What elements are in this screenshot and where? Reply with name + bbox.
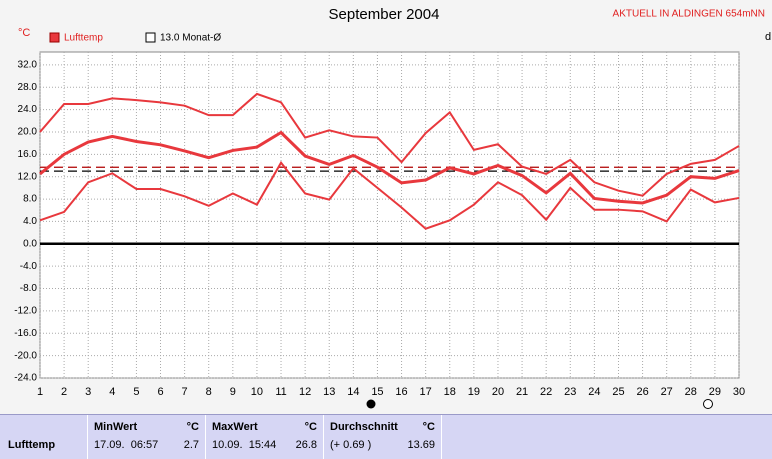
y-tick-label: 20.0 [18,127,38,138]
x-tick-label: 28 [685,386,697,398]
y-tick-label: 16.0 [18,149,38,160]
stat-value: 2.7 [183,439,199,451]
table-cell: Lufttemp [0,415,86,459]
temp-line [39,92,740,197]
x-tick-label: 9 [230,386,236,398]
full-moon-icon [703,399,713,409]
table-cell: MaxWert °C 10.09. 15:44 26.8 [205,415,323,459]
x-tick-label: 26 [636,386,648,398]
x-tick-label: 17 [420,386,432,398]
plot-area [39,51,740,379]
x-tick-label: 2 [61,386,67,398]
stat-value: 26.8 [295,439,317,451]
y-tick-label: 8.0 [23,194,37,205]
x-tick-label: 13 [323,386,335,398]
column-unit: °C [422,421,435,433]
chart: September 2004 AKTUELL IN ALDINGEN 654mN… [14,6,771,409]
y-tick-label: -16.0 [14,328,37,339]
column-title: MinWert [94,421,138,433]
row-label: Lufttemp [8,439,56,451]
x-tick-label: 20 [492,386,504,398]
time-value: 10.09. 15:44 [212,439,277,451]
legend-label: 13.0 Monat-Ø [160,33,221,44]
x-tick-label: 14 [347,386,359,398]
x-tick-label: 11 [275,386,286,398]
y-tick-label: 12.0 [18,171,38,182]
x-tick-label: 10 [251,386,263,398]
x-tick-label: 25 [612,386,624,398]
x-tick-label: 22 [540,386,552,398]
column-title: Durchschnitt [330,421,398,433]
x-tick-label: 5 [133,386,139,398]
x-tick-label: 3 [85,386,91,398]
x-tick-label: 4 [109,386,115,398]
station-label: AKTUELL IN ALDINGEN 654mNN [613,9,765,20]
x-tick-label: 30 [733,386,745,398]
x-tick-label: 19 [468,386,480,398]
x-tick-label: 15 [371,386,383,398]
y-tick-label: 0.0 [23,238,37,249]
temp-line [39,130,740,205]
x-tick-label: 6 [157,386,163,398]
y-tick-label: -4.0 [20,261,38,272]
x-tick-label: 24 [588,386,600,398]
y-tick-label: -20.0 [14,350,37,361]
x-tick-label: 7 [182,386,188,398]
time-value: 17.09. 06:57 [94,439,159,451]
y-tick-label: 24.0 [18,104,38,115]
y-tick-label: -12.0 [14,306,37,317]
y-tick-label: -24.0 [14,373,37,384]
y-unit: °C [18,27,30,39]
temp-line [39,160,740,230]
x-tick-label: 23 [564,386,576,398]
table-cell: MinWert °C 17.09. 06:57 2.7 [87,415,205,459]
chart-title: September 2004 [329,6,440,23]
x-tick-label: 29 [709,386,721,398]
x-tick-label: 27 [661,386,673,398]
column-unit: °C [304,421,317,433]
column-title: MaxWert [212,421,258,433]
table-cell: Durchschnitt °C (+ 0.69 ) 13.69 [323,415,441,459]
legend-label: Lufttemp [64,33,103,44]
x-tick-label: 21 [516,386,528,398]
y-tick-label: 32.0 [18,60,38,71]
new-moon-icon [366,399,376,409]
table-cell [441,415,772,459]
y-tick-label: 28.0 [18,82,38,93]
legend-swatch [49,32,60,43]
x-tick-label: 1 [37,386,43,398]
legend-swatch [145,32,156,43]
y-tick-label: 4.0 [23,216,37,227]
cut-text: d [765,31,771,43]
stats-table: Lufttemp MinWert °C 17.09. 06:57 2.7 MaxWert °… [0,414,772,459]
x-tick-label: 18 [444,386,456,398]
y-tick-label: -8.0 [20,283,38,294]
stat-value: 13.69 [407,439,435,451]
x-tick-label: 8 [206,386,212,398]
column-unit: °C [186,421,199,433]
x-tick-label: 12 [299,386,311,398]
time-value: (+ 0.69 ) [330,439,372,451]
x-tick-label: 16 [395,386,407,398]
